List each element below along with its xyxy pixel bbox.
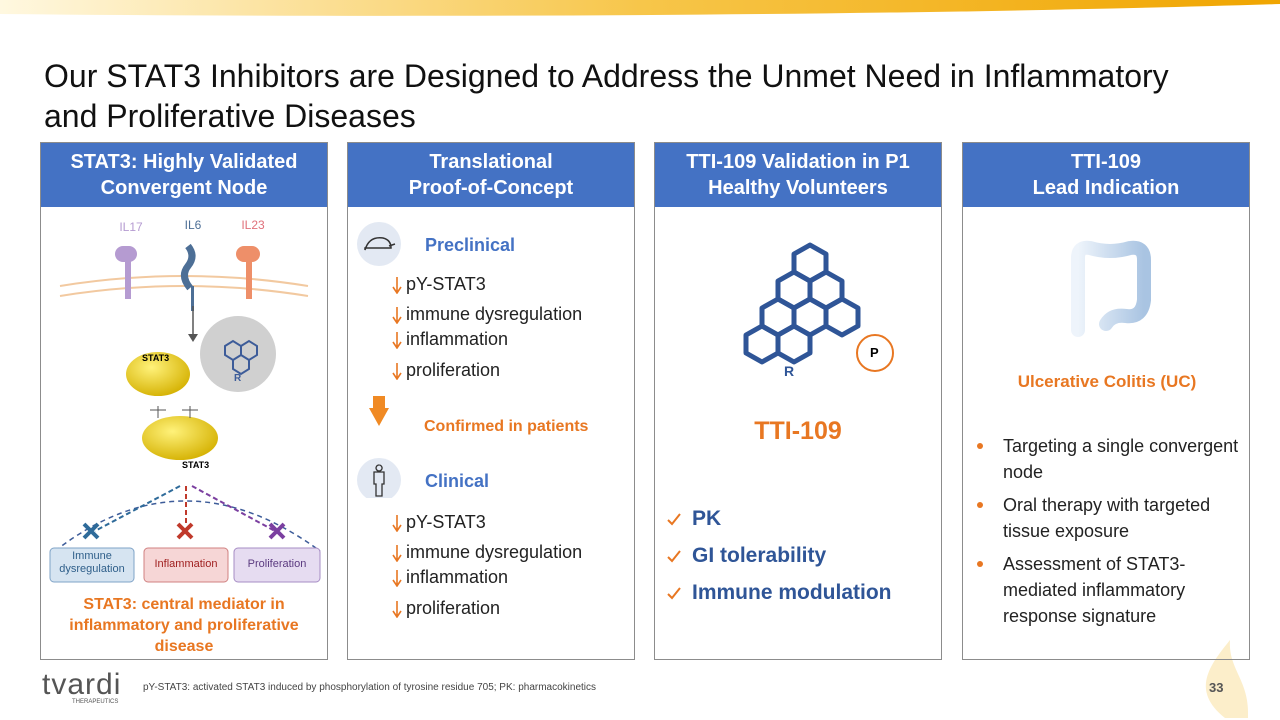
down-arrow bbox=[392, 276, 402, 294]
section-label: Preclinical bbox=[425, 235, 516, 255]
drug-name: TTI-109 bbox=[754, 417, 842, 445]
bullet: Oral therapy with targeted tissue exposu… bbox=[977, 492, 1243, 544]
item-text: inflammation bbox=[406, 329, 509, 349]
item-text: pY-STAT3 bbox=[406, 274, 486, 294]
check-icon bbox=[667, 513, 681, 526]
panel: TTI-109 Lead Indication bbox=[962, 142, 1250, 660]
indication: Ulcerative Colitis (UC) bbox=[1017, 372, 1197, 391]
item-text: inflammation bbox=[406, 567, 509, 587]
icons bbox=[357, 222, 401, 498]
panel-caption: STAT3: central mediator in inflammatory … bbox=[69, 596, 299, 655]
item-text: immune dysregulation bbox=[406, 304, 583, 324]
check-text: Immune modulation bbox=[692, 581, 892, 604]
pathway-diagram bbox=[49, 243, 321, 583]
header-line: Translational bbox=[429, 151, 553, 173]
outcome-label: Inflammation bbox=[154, 558, 218, 570]
bullet: Assessment of STAT3-mediated inflammator… bbox=[977, 551, 1243, 629]
item-text: proliferation bbox=[406, 360, 501, 380]
check-icon bbox=[667, 587, 681, 600]
molecule-label: R bbox=[784, 363, 795, 379]
colon-image bbox=[1071, 240, 1151, 337]
molecule bbox=[743, 242, 894, 372]
footnote: pY-STAT3: activated STAT3 induced by pho… bbox=[143, 682, 597, 693]
header-line: TTI-109 bbox=[1070, 151, 1142, 173]
cytokine-label: IL6 bbox=[184, 218, 202, 232]
list-item: inflammation bbox=[392, 329, 508, 350]
down-arrow bbox=[392, 544, 402, 562]
slide-title: Our STAT3 Inhibitors are Designed to Add… bbox=[44, 58, 1169, 134]
top-band bbox=[0, 0, 1280, 16]
list-item: proliferation bbox=[392, 360, 500, 381]
arrow-label: Confirmed in patients bbox=[424, 418, 589, 435]
item-text: immune dysregulation bbox=[406, 542, 583, 562]
check-icon bbox=[667, 550, 681, 563]
list-item: immune dysregulation bbox=[392, 542, 582, 563]
check-item: GI tolerability bbox=[666, 544, 826, 568]
protein-label: STAT3 bbox=[142, 353, 170, 363]
logo: tvardi bbox=[42, 668, 122, 701]
down-arrow bbox=[392, 362, 402, 380]
panel-header: TTI-109 Lead Indication bbox=[963, 143, 1249, 207]
list-item: inflammation bbox=[392, 567, 508, 588]
header-line: Lead Indication bbox=[1032, 177, 1180, 199]
header-line: Convergent Node bbox=[100, 177, 268, 199]
panel: TTI-109 Validation in P1 Healthy Voluntee… bbox=[654, 142, 942, 660]
down-arrow bbox=[392, 331, 402, 349]
molecule-label: R bbox=[234, 373, 242, 384]
list-item: pY-STAT3 bbox=[392, 512, 486, 533]
protein-label: STAT3 bbox=[182, 460, 210, 470]
check-text: PK bbox=[692, 507, 722, 530]
cytokine-label: IL17 bbox=[119, 220, 143, 234]
down-arrow bbox=[392, 306, 402, 324]
list-item: proliferation bbox=[392, 598, 500, 619]
panel-header: STAT3: Highly Validated Convergent Node bbox=[41, 143, 327, 207]
item-text: proliferation bbox=[406, 598, 501, 618]
list-item: immune dysregulation bbox=[392, 304, 582, 325]
header-line: Healthy Volunteers bbox=[708, 177, 888, 199]
down-arrow bbox=[392, 600, 402, 618]
outcome-label: Proliferation bbox=[247, 558, 307, 570]
header-line: Proof-of-Concept bbox=[408, 177, 574, 199]
list-item: pY-STAT3 bbox=[392, 274, 486, 295]
molecule-label: P bbox=[870, 345, 879, 360]
check-item: Immune modulation bbox=[666, 581, 892, 605]
cytokine-label: IL23 bbox=[241, 218, 265, 232]
check-text: GI tolerability bbox=[692, 544, 827, 567]
logo-sub: THERAPEUTICS bbox=[72, 699, 119, 705]
header-line: TTI-109 Validation in P1 bbox=[686, 151, 910, 173]
item-text: pY-STAT3 bbox=[406, 512, 486, 532]
header-line: STAT3: Highly Validated bbox=[70, 151, 298, 173]
check-item: PK bbox=[666, 507, 721, 531]
panel: STAT3: Highly Validated Convergent Node bbox=[40, 142, 328, 660]
bullet: Targeting a single convergent node bbox=[977, 433, 1243, 485]
panel: Translational Proof-of-Concept bbox=[347, 142, 635, 660]
outcome-label: Immune dysregulation bbox=[59, 550, 125, 575]
down-arrow bbox=[392, 569, 402, 587]
panel-header: TTI-109 Validation in P1 Healthy Voluntee… bbox=[655, 143, 941, 207]
down-arrow bbox=[392, 514, 402, 532]
section-label: Clinical bbox=[425, 471, 490, 491]
panel-header: Translational Proof-of-Concept bbox=[348, 143, 634, 207]
page-number: 33 bbox=[1209, 680, 1224, 695]
